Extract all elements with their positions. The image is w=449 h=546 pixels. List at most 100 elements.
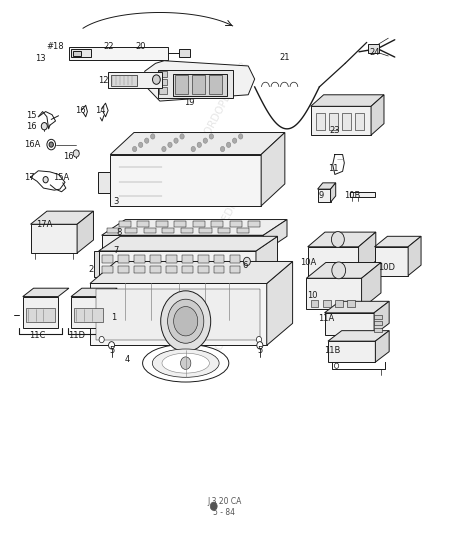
Circle shape	[233, 138, 237, 143]
Bar	[230, 266, 241, 273]
Text: 5: 5	[110, 346, 115, 355]
Text: 15: 15	[26, 111, 37, 120]
Circle shape	[73, 150, 79, 157]
Circle shape	[167, 299, 204, 343]
Circle shape	[256, 336, 262, 343]
Polygon shape	[110, 133, 285, 155]
Bar	[158, 79, 167, 85]
Bar	[150, 266, 161, 273]
Bar	[230, 221, 242, 227]
Circle shape	[174, 306, 198, 336]
Polygon shape	[94, 251, 99, 277]
Polygon shape	[371, 95, 384, 135]
Bar	[163, 228, 175, 233]
Text: 2: 2	[88, 265, 93, 274]
Polygon shape	[306, 263, 381, 278]
Polygon shape	[325, 313, 374, 335]
Circle shape	[191, 146, 195, 152]
Text: 21: 21	[280, 52, 290, 62]
Text: FORDOPEDIA.OR: FORDOPEDIA.OR	[200, 60, 249, 141]
Bar	[374, 321, 382, 325]
Bar	[335, 300, 343, 306]
Bar	[192, 75, 205, 94]
Bar	[311, 300, 318, 306]
Polygon shape	[23, 288, 69, 296]
Bar	[248, 221, 260, 227]
Text: 19: 19	[184, 98, 194, 107]
Bar	[214, 266, 224, 273]
Polygon shape	[374, 247, 408, 276]
Text: 14: 14	[96, 106, 106, 115]
Bar	[179, 49, 190, 57]
Polygon shape	[325, 301, 389, 313]
Bar	[166, 255, 176, 263]
Circle shape	[180, 357, 191, 370]
Bar	[102, 255, 113, 263]
Text: J 3 20 CA
5 - 84: J 3 20 CA 5 - 84	[207, 497, 242, 517]
Circle shape	[226, 142, 231, 147]
Polygon shape	[308, 247, 359, 276]
Polygon shape	[263, 219, 287, 252]
Polygon shape	[317, 183, 336, 189]
Text: 9: 9	[318, 191, 324, 200]
Bar	[316, 112, 326, 130]
Polygon shape	[101, 219, 287, 235]
Text: 1: 1	[111, 313, 116, 322]
Text: 12: 12	[98, 75, 108, 85]
Circle shape	[331, 232, 344, 247]
Polygon shape	[359, 232, 376, 276]
Polygon shape	[361, 263, 381, 308]
Bar	[73, 51, 81, 56]
Polygon shape	[99, 251, 256, 277]
Circle shape	[145, 138, 149, 143]
Polygon shape	[101, 235, 263, 252]
Bar	[70, 49, 91, 57]
Bar	[230, 255, 241, 263]
Bar	[193, 221, 205, 227]
Bar	[323, 300, 330, 306]
Text: 11C: 11C	[29, 331, 45, 340]
Bar	[347, 300, 355, 306]
Text: #18: #18	[47, 41, 64, 51]
Polygon shape	[31, 211, 93, 224]
Circle shape	[203, 138, 207, 143]
Circle shape	[47, 139, 56, 150]
Polygon shape	[330, 183, 336, 202]
Bar	[97, 289, 260, 340]
Bar	[368, 44, 379, 54]
Text: 16: 16	[63, 152, 74, 161]
Circle shape	[99, 336, 104, 343]
Bar	[237, 228, 249, 233]
Bar	[374, 315, 382, 319]
Bar	[175, 75, 188, 94]
Bar	[134, 255, 145, 263]
Circle shape	[41, 122, 47, 130]
Text: 22: 22	[104, 41, 114, 51]
Circle shape	[332, 262, 346, 279]
Ellipse shape	[143, 345, 229, 382]
Circle shape	[209, 134, 214, 139]
Text: 10D: 10D	[378, 263, 395, 272]
Text: 17A: 17A	[36, 219, 53, 229]
Bar	[182, 266, 193, 273]
Bar	[111, 75, 137, 86]
Polygon shape	[308, 232, 376, 247]
Polygon shape	[374, 301, 389, 335]
Circle shape	[153, 75, 160, 84]
Circle shape	[49, 142, 53, 147]
Polygon shape	[256, 236, 277, 277]
Polygon shape	[311, 106, 371, 135]
Circle shape	[257, 342, 263, 349]
Polygon shape	[267, 262, 293, 345]
Bar	[69, 46, 168, 60]
Text: 20: 20	[135, 41, 145, 51]
Bar	[182, 255, 193, 263]
Polygon shape	[99, 236, 277, 251]
Circle shape	[243, 257, 251, 266]
Polygon shape	[374, 236, 421, 247]
Polygon shape	[98, 172, 110, 193]
Bar	[349, 192, 375, 197]
Circle shape	[138, 142, 143, 147]
Circle shape	[43, 176, 48, 183]
Polygon shape	[328, 341, 375, 362]
